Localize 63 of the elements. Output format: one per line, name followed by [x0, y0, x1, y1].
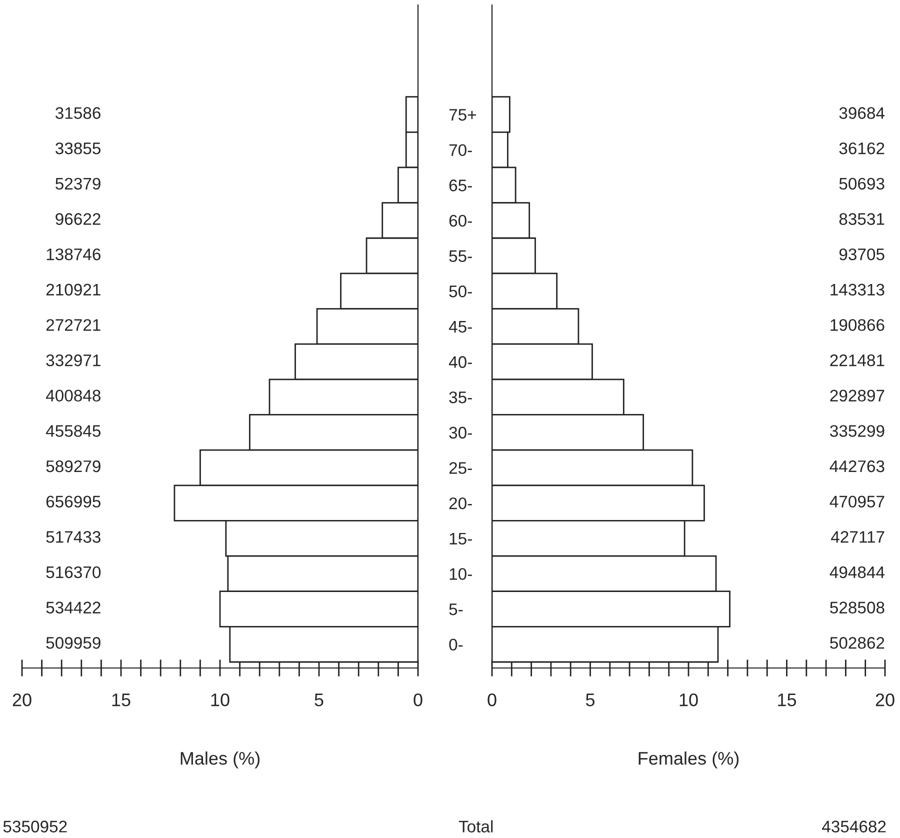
y-tick-label: 15- — [450, 532, 472, 545]
y-tick-label: 75+ — [449, 109, 476, 121]
annotation: 502862 — [830, 637, 884, 649]
text: 5350952 — [3, 820, 67, 832]
annotation: 400848 — [46, 390, 100, 402]
y-tick-label: 10- — [450, 568, 472, 580]
annotation: 335299 — [830, 425, 884, 437]
text: Total — [458, 820, 493, 832]
x-tick-label: 10 — [211, 693, 230, 706]
x-tick-label: 10 — [680, 693, 698, 706]
annotation: 93705 — [839, 248, 884, 260]
x-tick-label: 20 — [876, 693, 894, 706]
x-tick-label: 0 — [488, 693, 496, 706]
annotation: 39684 — [839, 107, 885, 119]
y-tick-label: 65- — [449, 180, 472, 192]
annotation: 272721 — [46, 319, 100, 331]
annotation: 33855 — [55, 142, 101, 154]
annotation: 332971 — [46, 354, 100, 366]
annotation: 143313 — [830, 284, 884, 296]
annotation: 50693 — [839, 178, 884, 190]
x-tick-label: 5 — [314, 694, 324, 706]
annotation: 516370 — [46, 566, 101, 578]
annotation: 509959 — [46, 637, 100, 649]
x-tick-label: 20 — [12, 693, 32, 706]
annotation: 138746 — [46, 248, 100, 260]
annotation: 427117 — [831, 531, 884, 543]
y-tick-label: 5- — [449, 604, 463, 616]
y-tick-label: 40- — [448, 356, 472, 368]
annotation: 656995 — [46, 496, 101, 508]
annotation: 528508 — [830, 602, 884, 614]
annotation: 534422 — [46, 602, 100, 614]
annotation: 442763 — [830, 460, 884, 472]
annotation: 31586 — [55, 107, 100, 119]
annotation: 210921 — [46, 284, 100, 296]
annotation: 36162 — [839, 142, 884, 154]
y-tick-label: 20- — [449, 497, 472, 510]
y-tick-label: 50- — [449, 286, 472, 298]
y-tick-label: 55- — [449, 250, 472, 262]
text: 4354682 — [822, 820, 886, 832]
y-tick-label: 30- — [449, 426, 472, 439]
annotation: 292897 — [830, 390, 884, 402]
y-tick-label: 60- — [449, 214, 472, 227]
annotation: 455845 — [46, 425, 101, 437]
x-axis-title: Females (%) — [638, 752, 739, 768]
annotation: 589279 — [46, 460, 100, 472]
y-tick-label: 70- — [449, 144, 472, 156]
x-tick-label: 0 — [414, 693, 422, 706]
annotation: 96622 — [56, 213, 100, 225]
annotation: 517433 — [46, 531, 100, 543]
y-tick-label: 35- — [449, 391, 472, 404]
y-tick-label: 25- — [449, 462, 472, 474]
x-tick-label: 15 — [778, 694, 796, 706]
annotation: 470957 — [830, 496, 884, 508]
annotation: 83531 — [839, 213, 884, 225]
annotation: 221481 — [830, 354, 884, 366]
y-tick-label: 0- — [449, 638, 463, 651]
x-tick-label: 5 — [586, 694, 595, 706]
annotation: 190866 — [830, 319, 884, 331]
annotation: 494844 — [830, 566, 885, 578]
y-tick-label: 45- — [448, 321, 472, 333]
x-tick-label: 15 — [112, 694, 130, 706]
x-axis-title: Males (%) — [180, 752, 260, 768]
annotation: 52379 — [56, 178, 100, 190]
